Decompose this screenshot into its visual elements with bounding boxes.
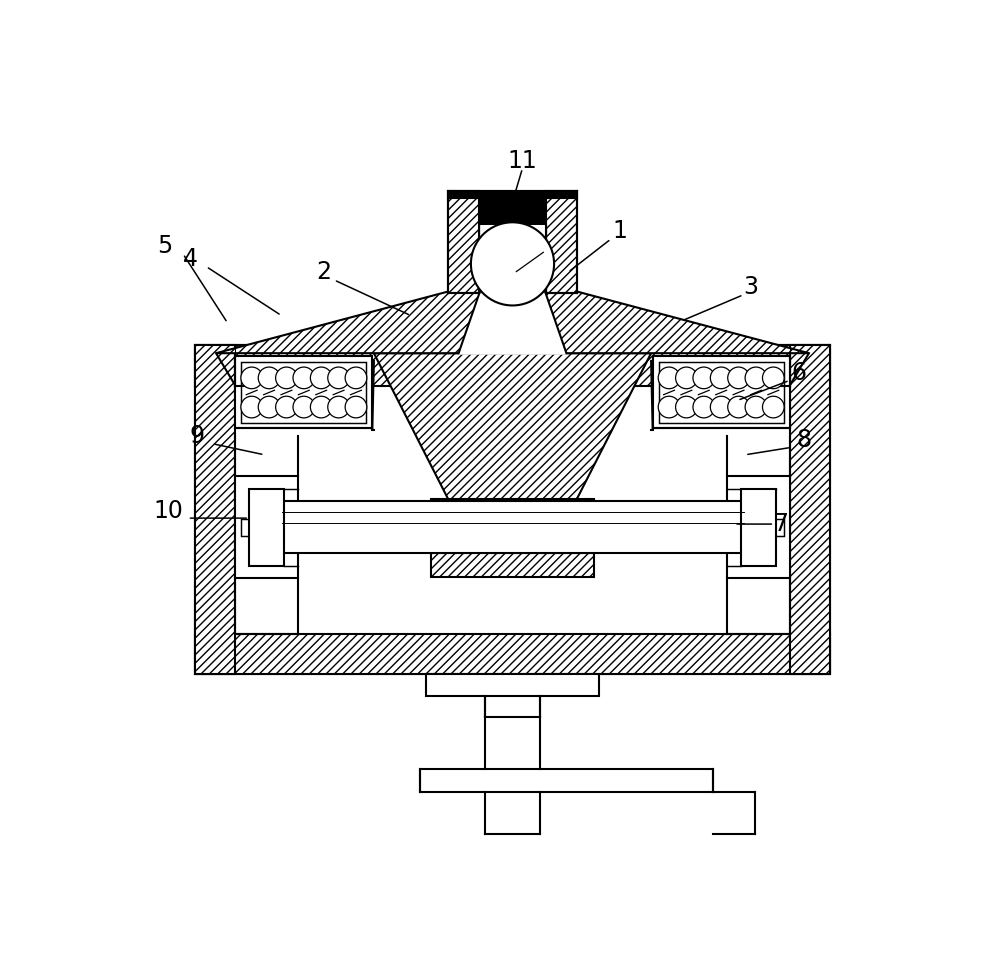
Bar	[659, 363, 784, 423]
Polygon shape	[431, 500, 594, 522]
Circle shape	[762, 367, 784, 389]
Circle shape	[745, 396, 767, 418]
Circle shape	[328, 367, 349, 389]
Circle shape	[276, 367, 297, 389]
Circle shape	[241, 367, 263, 389]
Circle shape	[710, 396, 732, 418]
Circle shape	[471, 222, 554, 306]
Circle shape	[676, 396, 697, 418]
Text: 9: 9	[189, 425, 204, 449]
Bar	[741, 488, 776, 566]
Bar	[653, 356, 790, 427]
Polygon shape	[448, 191, 479, 293]
Polygon shape	[479, 191, 546, 225]
Circle shape	[293, 367, 315, 389]
Bar	[727, 477, 790, 578]
Circle shape	[241, 396, 263, 418]
Circle shape	[762, 396, 784, 418]
Polygon shape	[195, 345, 235, 674]
Circle shape	[693, 367, 715, 389]
Circle shape	[345, 396, 367, 418]
Text: 2: 2	[316, 260, 331, 284]
Polygon shape	[195, 345, 830, 386]
Circle shape	[258, 367, 280, 389]
Bar	[420, 769, 713, 792]
Circle shape	[693, 396, 715, 418]
Bar	[235, 477, 298, 578]
Circle shape	[676, 367, 697, 389]
Polygon shape	[195, 634, 830, 674]
Circle shape	[310, 396, 332, 418]
Text: 5: 5	[157, 234, 172, 258]
Circle shape	[658, 367, 680, 389]
Polygon shape	[448, 191, 577, 197]
Circle shape	[658, 396, 680, 418]
Polygon shape	[374, 353, 651, 522]
Text: 8: 8	[796, 428, 811, 452]
Text: 10: 10	[153, 499, 183, 523]
Bar	[426, 674, 599, 696]
Circle shape	[745, 367, 767, 389]
Bar	[282, 501, 744, 553]
Polygon shape	[431, 553, 594, 576]
Circle shape	[276, 396, 297, 418]
Circle shape	[710, 367, 732, 389]
Polygon shape	[459, 293, 566, 355]
Bar	[235, 356, 372, 427]
Circle shape	[258, 396, 280, 418]
Bar	[195, 345, 830, 674]
Bar	[241, 518, 261, 536]
Circle shape	[728, 367, 749, 389]
Bar	[764, 518, 784, 536]
Text: 11: 11	[508, 149, 537, 173]
Circle shape	[345, 367, 367, 389]
Polygon shape	[546, 191, 577, 293]
Circle shape	[328, 396, 349, 418]
Bar	[249, 488, 284, 566]
Text: 3: 3	[744, 276, 759, 300]
Circle shape	[310, 367, 332, 389]
Text: 7: 7	[773, 513, 788, 536]
Polygon shape	[790, 345, 830, 674]
Text: 6: 6	[791, 361, 806, 385]
Text: 4: 4	[183, 247, 198, 271]
Bar	[241, 363, 366, 423]
Circle shape	[293, 396, 315, 418]
Circle shape	[728, 396, 749, 418]
Text: 1: 1	[613, 220, 628, 244]
Polygon shape	[216, 292, 809, 353]
